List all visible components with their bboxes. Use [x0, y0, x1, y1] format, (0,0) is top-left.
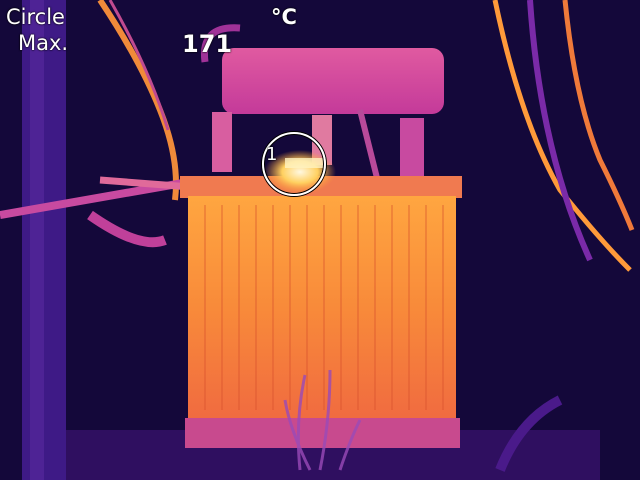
base	[185, 418, 460, 448]
bushing-left	[212, 112, 232, 172]
measurement-circle[interactable]	[262, 132, 326, 196]
measurement-spot-number: 1	[266, 144, 278, 165]
bushing-right	[400, 118, 424, 178]
cable-right-2	[562, 0, 635, 231]
max-temperature-value: 171	[182, 30, 233, 58]
conservator-tank	[222, 48, 444, 114]
foreground-plants	[283, 369, 362, 471]
cable-right-1	[492, 0, 632, 272]
radiator-fins	[204, 205, 444, 410]
cable-right-3	[527, 0, 593, 262]
transformer-body	[188, 196, 456, 422]
temperature-unit: °C	[271, 5, 297, 29]
statistic-label: Max.	[18, 31, 69, 55]
measure-mode-label: Circle	[6, 5, 65, 29]
